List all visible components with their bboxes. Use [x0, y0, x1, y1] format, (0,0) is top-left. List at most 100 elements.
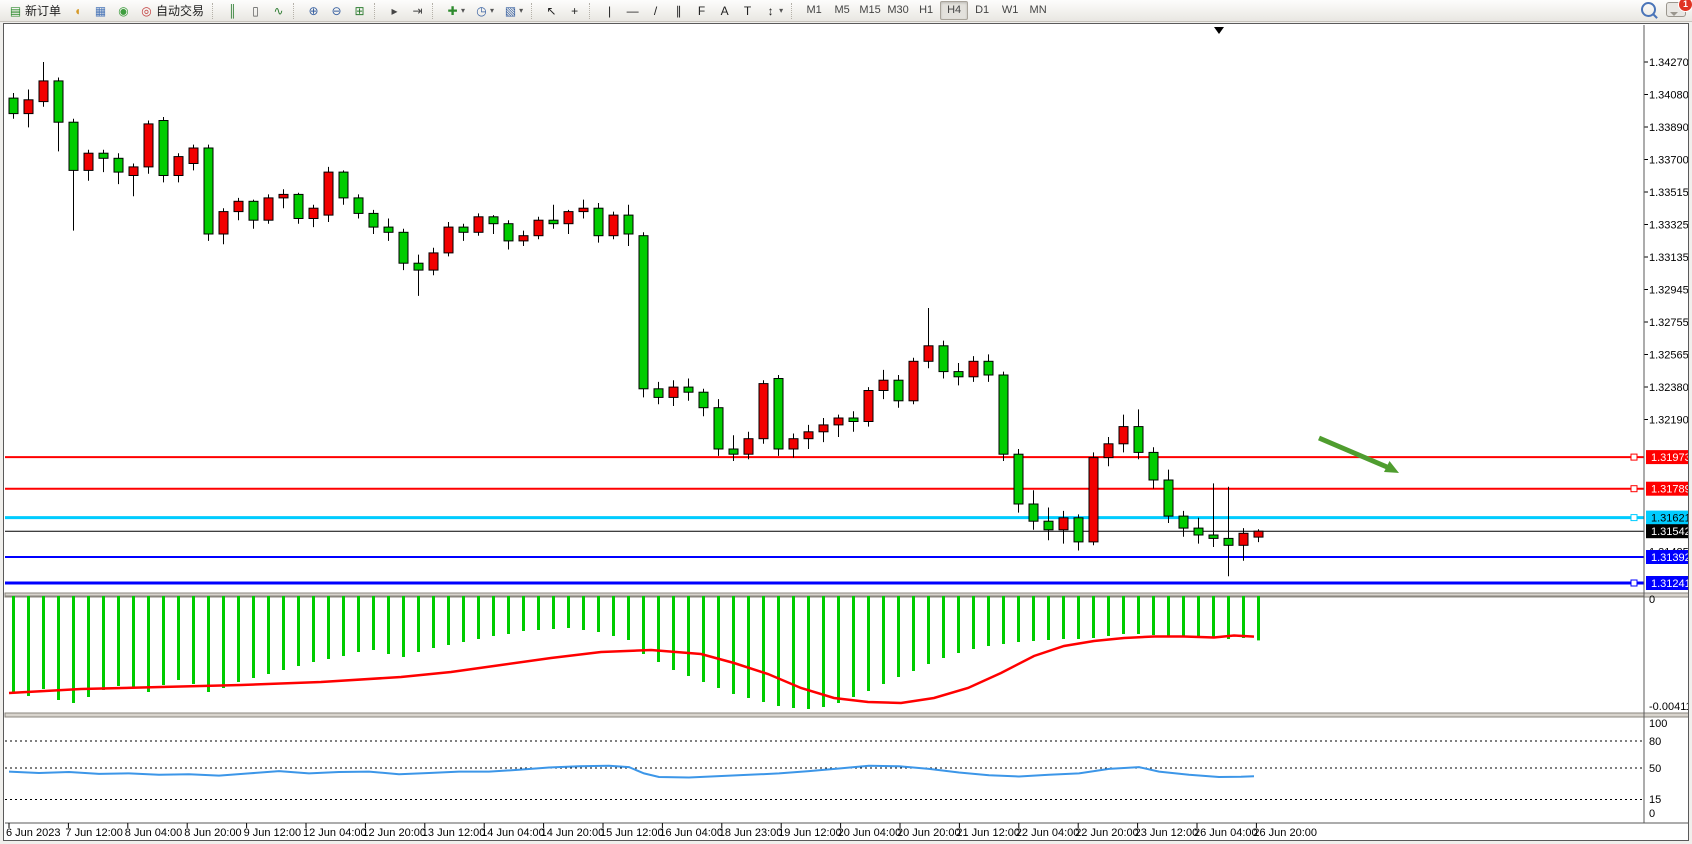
price-tick-label: 1.34080	[1649, 90, 1688, 102]
candle-40	[608, 214, 619, 237]
horn-button[interactable]: ◖	[67, 1, 88, 21]
candle-13	[203, 147, 214, 235]
chart-canvas[interactable]: 1.34270 1.34080 1.33890 1.33700 1.33515 1.333…	[4, 24, 1688, 840]
horizontal-line-button[interactable]: —	[622, 1, 643, 21]
text-label-button[interactable]: T	[737, 1, 758, 21]
tile-windows-button[interactable]: ⊞	[349, 1, 370, 21]
pane-separator[interactable]	[4, 592, 1688, 598]
periods-menu-button[interactable]: ◷ ▾	[471, 1, 498, 21]
chart-background[interactable]	[5, 25, 1688, 839]
candle-3	[53, 80, 64, 123]
new-order-button[interactable]: ▤ 新订单	[5, 1, 65, 21]
terminal-icon: ▦	[94, 3, 107, 18]
templates-button[interactable]: ▧ ▾	[500, 1, 527, 21]
trendline-button[interactable]: /	[645, 1, 666, 21]
vertical-line-icon: |	[608, 3, 612, 18]
timeframe-m1-button[interactable]: M1	[806, 4, 822, 16]
pane-separator[interactable]	[4, 712, 1688, 718]
chart-shift-button[interactable]: ⇥	[407, 1, 428, 21]
zoom-in-button[interactable]: ⊕	[303, 1, 324, 21]
auto-scroll-button[interactable]: ▸	[384, 1, 405, 21]
signal-button[interactable]: ◉	[113, 1, 134, 21]
timeframe-m5-button[interactable]: M5	[834, 4, 850, 16]
timeframe-mn-button[interactable]: MN	[1029, 4, 1047, 16]
crosshair-button[interactable]: +	[564, 1, 585, 21]
chart-shift-icon: ⇥	[412, 3, 423, 18]
chevron-down-icon[interactable]: ▾	[490, 6, 495, 15]
level-price-label-bg	[1646, 481, 1688, 496]
chat-bubble-icon[interactable]: 1	[1666, 0, 1692, 17]
chevron-down-icon[interactable]: ▾	[779, 6, 784, 15]
level-line-handle[interactable]	[1630, 485, 1638, 493]
candle-5	[83, 152, 94, 171]
candle-chart-button[interactable]: ▯	[245, 1, 266, 21]
level-price-label-bg	[1646, 576, 1688, 590]
timeframe-m15-button[interactable]: M15	[859, 4, 881, 16]
toolbar-separator	[374, 2, 380, 19]
candle-43	[653, 388, 664, 398]
horn-icon: ◖	[73, 3, 82, 18]
signal-icon: ◉	[118, 3, 129, 18]
time-tick-label: 7 Jun 12:00	[65, 827, 123, 839]
chevron-down-icon[interactable]: ▾	[461, 6, 466, 15]
timeframe-h1-button[interactable]: H1	[919, 4, 934, 16]
level-line-handle[interactable]	[1630, 453, 1638, 461]
price-tick-label: 1.33890	[1649, 122, 1688, 134]
candle-24	[368, 212, 379, 228]
chart-shift-marker[interactable]	[1214, 27, 1224, 34]
cursor-button[interactable]: ↖	[541, 1, 562, 21]
autotrade-icon: ◎	[141, 3, 152, 18]
timeframe-d1-button[interactable]: D1	[975, 4, 990, 16]
time-tick-label: 19 Jun 12:00	[778, 827, 842, 839]
horizontal-line-icon: —	[626, 3, 639, 18]
timeframe-h4-button[interactable]: H4	[940, 1, 969, 20]
candle-58	[878, 379, 889, 392]
candle-83	[1253, 530, 1264, 538]
timeframe-m30-button[interactable]: M30	[887, 4, 909, 16]
candle-62	[938, 345, 949, 373]
candle-28	[428, 252, 439, 271]
rsi-tick-label: 80	[1649, 736, 1661, 748]
rsi-tick-label: 15	[1649, 794, 1661, 806]
candle-26	[398, 231, 409, 264]
time-tick-label: 22 Jun 04:00	[1016, 827, 1080, 839]
candle-57	[863, 390, 874, 422]
price-tick-label: 1.32945	[1649, 285, 1688, 297]
terminal-button[interactable]: ▦	[90, 1, 111, 21]
price-tick-label: 1.33325	[1649, 220, 1688, 232]
level-line-handle[interactable]	[1630, 514, 1638, 522]
candle-30	[458, 226, 469, 233]
candle-65	[983, 360, 994, 376]
candle-79	[1193, 527, 1204, 536]
macd-signal-line	[8, 634, 1255, 705]
trend-arrow-annotation[interactable]	[1318, 435, 1388, 470]
candle-31	[473, 216, 484, 233]
autotrade-button[interactable]: ◎ 自动交易	[136, 1, 208, 21]
chevron-down-icon[interactable]: ▾	[519, 6, 524, 15]
candle-18	[278, 193, 289, 199]
level-line-handle[interactable]	[1630, 579, 1638, 587]
text-button[interactable]: A	[714, 1, 735, 21]
search-icon[interactable]	[1641, 2, 1656, 17]
indicators-button[interactable]: ✚ ▾	[442, 1, 469, 21]
channel-button[interactable]: ∥	[668, 1, 689, 21]
candle-67	[1013, 453, 1024, 505]
time-tick-label: 18 Jun 23:00	[719, 827, 783, 839]
zoom-out-icon: ⊖	[331, 3, 342, 18]
level-price-label: 1.31621	[1651, 513, 1688, 525]
trendline-icon: /	[653, 3, 658, 18]
vertical-line-button[interactable]: |	[599, 1, 620, 21]
toolbar-separator	[791, 2, 797, 19]
candle-61	[923, 345, 934, 362]
candle-38	[578, 207, 589, 213]
zoom-out-button[interactable]: ⊖	[326, 1, 347, 21]
candle-1	[23, 99, 34, 115]
time-tick-label: 9 Jun 12:00	[244, 827, 302, 839]
timeframe-w1-button[interactable]: W1	[1001, 4, 1019, 16]
bar-chart-button[interactable]: ║	[222, 1, 243, 21]
toolbar-right: 1	[1641, 0, 1692, 17]
fibonacci-button[interactable]: F	[691, 1, 712, 21]
line-chart-button[interactable]: ∿	[268, 1, 289, 21]
text-icon: A	[720, 3, 729, 18]
arrows-button[interactable]: ↕ ▾	[760, 1, 787, 21]
